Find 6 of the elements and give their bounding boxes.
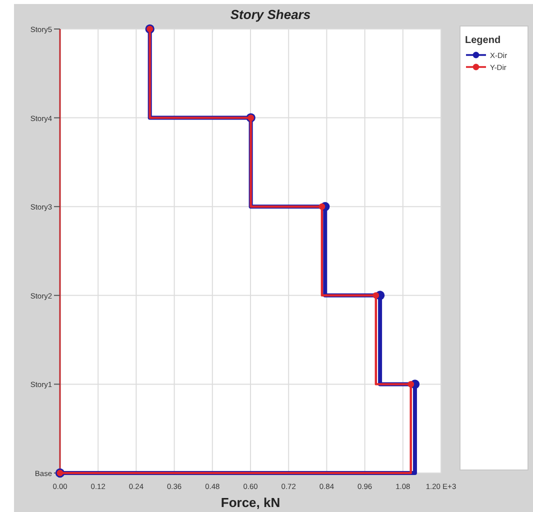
legend-title: Legend — [465, 35, 501, 46]
point — [408, 381, 414, 388]
x-axis-title: Force, kN — [220, 495, 280, 510]
chart-title: Story Shears — [230, 7, 311, 22]
point — [372, 292, 380, 299]
point — [318, 203, 326, 210]
